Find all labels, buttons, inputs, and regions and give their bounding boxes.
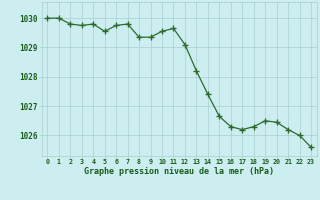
X-axis label: Graphe pression niveau de la mer (hPa): Graphe pression niveau de la mer (hPa) — [84, 167, 274, 176]
